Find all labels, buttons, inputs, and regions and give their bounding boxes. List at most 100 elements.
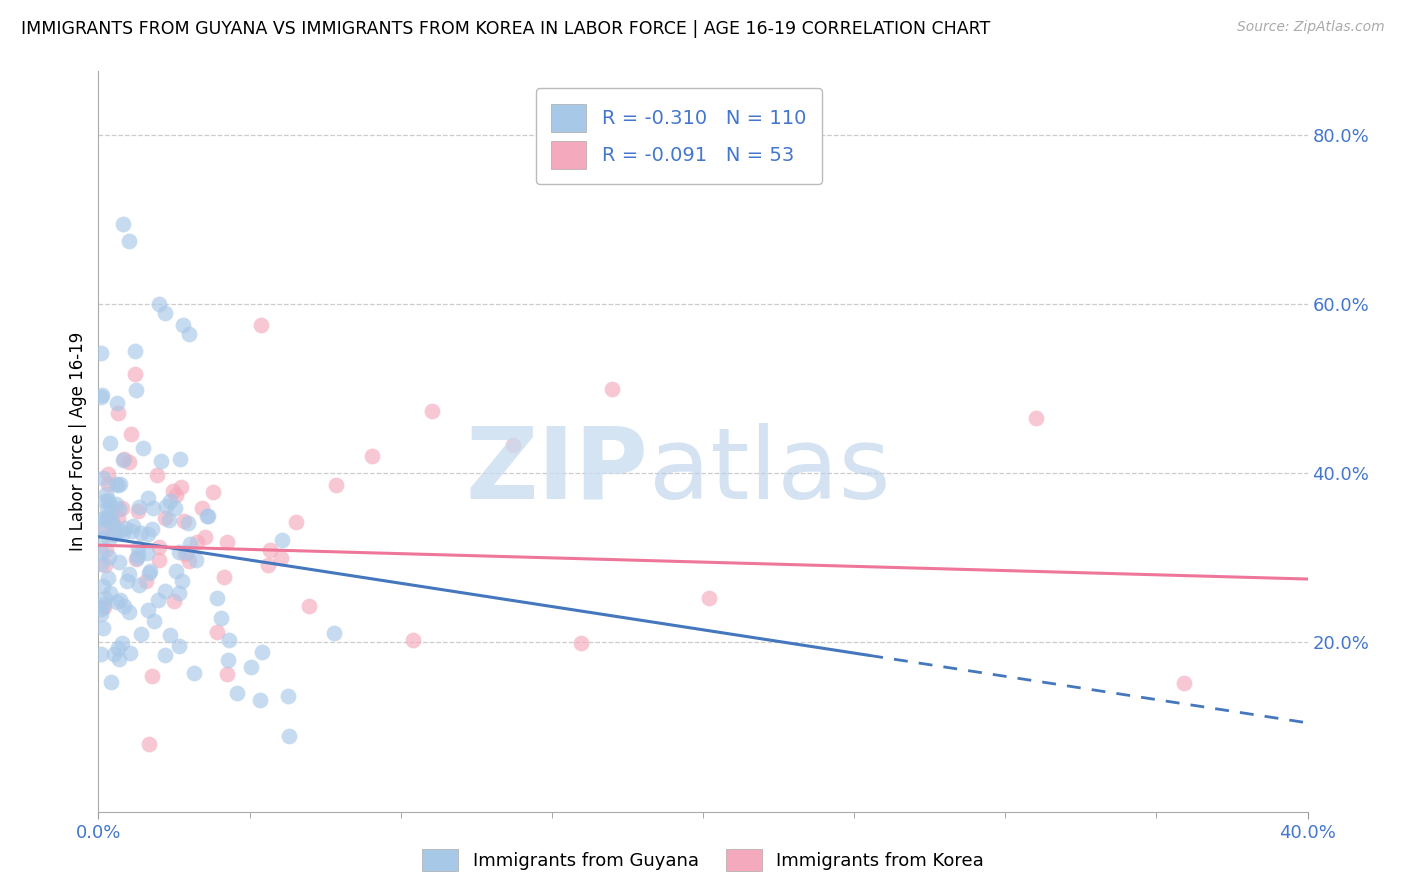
Point [91, 388, 114, 402]
Point [361, 449, 384, 463]
Point [112, 526, 135, 541]
Point [167, 586, 190, 600]
Point [118, 455, 141, 469]
Point [98, 435, 121, 450]
Text: ZIP: ZIP [465, 423, 648, 520]
Point [174, 547, 197, 561]
Point [240, 660, 263, 674]
Point [114, 521, 136, 535]
Point [94, 591, 117, 605]
Point [172, 574, 194, 588]
Point [569, 636, 592, 650]
Point [325, 477, 347, 491]
Point [124, 383, 146, 397]
Point [108, 524, 131, 538]
Point [249, 693, 271, 707]
Point [125, 551, 148, 566]
Point [91, 531, 114, 545]
Point [107, 511, 129, 525]
Point [212, 570, 235, 584]
Point [153, 648, 176, 662]
Point [94, 509, 117, 524]
Point [107, 407, 129, 421]
Point [215, 535, 238, 549]
Point [105, 595, 128, 609]
Text: Source: ZipAtlas.com: Source: ZipAtlas.com [1237, 20, 1385, 34]
Point [90, 607, 112, 622]
Point [90, 601, 112, 615]
Point [107, 641, 129, 656]
Point [138, 737, 160, 751]
Point [136, 491, 159, 505]
Point [191, 500, 214, 515]
Point [90, 390, 112, 404]
Point [146, 468, 169, 483]
Point [138, 566, 160, 581]
Point [179, 326, 201, 341]
Point [91, 579, 114, 593]
Point [172, 318, 194, 333]
Point [146, 593, 169, 607]
Point [148, 297, 170, 311]
Point [101, 517, 124, 532]
Point [111, 636, 134, 650]
Point [97, 509, 120, 524]
Point [101, 526, 124, 541]
Point [177, 554, 200, 568]
Point [162, 483, 184, 498]
Point [179, 537, 201, 551]
Point [96, 512, 118, 526]
Point [170, 479, 193, 493]
Point [124, 343, 146, 358]
Point [98, 549, 121, 564]
Point [165, 488, 187, 502]
Point [94, 487, 117, 501]
Point [91, 621, 114, 635]
Point [90, 558, 112, 572]
Point [104, 477, 127, 491]
Point [165, 501, 187, 516]
Point [135, 574, 157, 588]
Point [93, 494, 115, 508]
Point [104, 527, 127, 541]
Point [96, 542, 118, 557]
Point [108, 593, 131, 607]
Point [110, 476, 132, 491]
Point [148, 553, 170, 567]
Point [401, 632, 423, 647]
Point [118, 646, 141, 660]
Point [111, 453, 134, 467]
Point [121, 524, 143, 538]
Point [107, 651, 129, 665]
Point [124, 368, 146, 382]
Point [150, 454, 173, 468]
Point [141, 669, 163, 683]
Point [209, 611, 232, 625]
Point [139, 564, 162, 578]
Point [205, 591, 228, 606]
Point [127, 504, 149, 518]
Point [128, 500, 150, 515]
Point [132, 442, 155, 456]
Point [118, 567, 141, 582]
Point [277, 689, 299, 703]
Point [103, 647, 125, 661]
Point [259, 543, 281, 558]
Point [176, 544, 198, 558]
Point [93, 599, 115, 614]
Point [136, 546, 159, 560]
Point [167, 545, 190, 559]
Point [105, 396, 128, 410]
Y-axis label: In Labor Force | Age 16-19: In Labor Force | Age 16-19 [69, 332, 87, 551]
Point [159, 628, 181, 642]
Point [202, 485, 225, 500]
Point [250, 645, 273, 659]
Point [215, 667, 238, 681]
Point [257, 558, 280, 573]
Point [90, 346, 112, 360]
Point [122, 518, 145, 533]
Point [270, 551, 292, 566]
Point [165, 564, 187, 578]
Point [184, 553, 207, 567]
Point [226, 686, 249, 700]
